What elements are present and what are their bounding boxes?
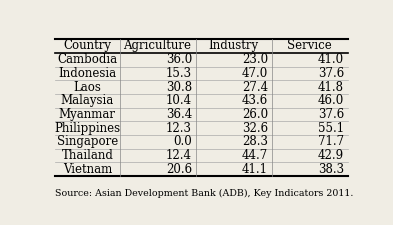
Text: 28.3: 28.3 — [242, 135, 268, 148]
Text: 27.4: 27.4 — [242, 81, 268, 94]
Text: 20.6: 20.6 — [166, 163, 192, 176]
Text: 42.9: 42.9 — [318, 149, 344, 162]
Text: 37.6: 37.6 — [318, 67, 344, 80]
Text: 0.0: 0.0 — [173, 135, 192, 148]
Text: 41.8: 41.8 — [318, 81, 344, 94]
Text: 41.0: 41.0 — [318, 53, 344, 66]
Text: 32.6: 32.6 — [242, 122, 268, 135]
Text: Philippines: Philippines — [54, 122, 120, 135]
Text: 12.4: 12.4 — [166, 149, 192, 162]
Text: Laos: Laos — [73, 81, 101, 94]
Text: Vietnam: Vietnam — [63, 163, 112, 176]
Text: 44.7: 44.7 — [242, 149, 268, 162]
Text: 55.1: 55.1 — [318, 122, 344, 135]
Text: Service: Service — [287, 39, 332, 52]
Text: Agriculture: Agriculture — [123, 39, 191, 52]
Text: 46.0: 46.0 — [318, 94, 344, 107]
Text: 43.6: 43.6 — [242, 94, 268, 107]
Text: 47.0: 47.0 — [242, 67, 268, 80]
Text: Country: Country — [63, 39, 111, 52]
Text: 30.8: 30.8 — [166, 81, 192, 94]
Text: 12.3: 12.3 — [166, 122, 192, 135]
Text: 41.1: 41.1 — [242, 163, 268, 176]
Text: 15.3: 15.3 — [166, 67, 192, 80]
Text: Malaysia: Malaysia — [61, 94, 114, 107]
Text: 71.7: 71.7 — [318, 135, 344, 148]
Text: 38.3: 38.3 — [318, 163, 344, 176]
Text: 26.0: 26.0 — [242, 108, 268, 121]
Text: Source: Asian Development Bank (ADB), Key Indicators 2011.: Source: Asian Development Bank (ADB), Ke… — [55, 189, 354, 198]
Text: Indonesia: Indonesia — [58, 67, 116, 80]
Text: 10.4: 10.4 — [166, 94, 192, 107]
Text: Thailand: Thailand — [61, 149, 113, 162]
Text: Industry: Industry — [209, 39, 259, 52]
Text: 36.0: 36.0 — [166, 53, 192, 66]
Text: 23.0: 23.0 — [242, 53, 268, 66]
Text: 37.6: 37.6 — [318, 108, 344, 121]
Text: 36.4: 36.4 — [166, 108, 192, 121]
Text: Cambodia: Cambodia — [57, 53, 118, 66]
Text: Singapore: Singapore — [57, 135, 118, 148]
Text: Myanmar: Myanmar — [59, 108, 116, 121]
